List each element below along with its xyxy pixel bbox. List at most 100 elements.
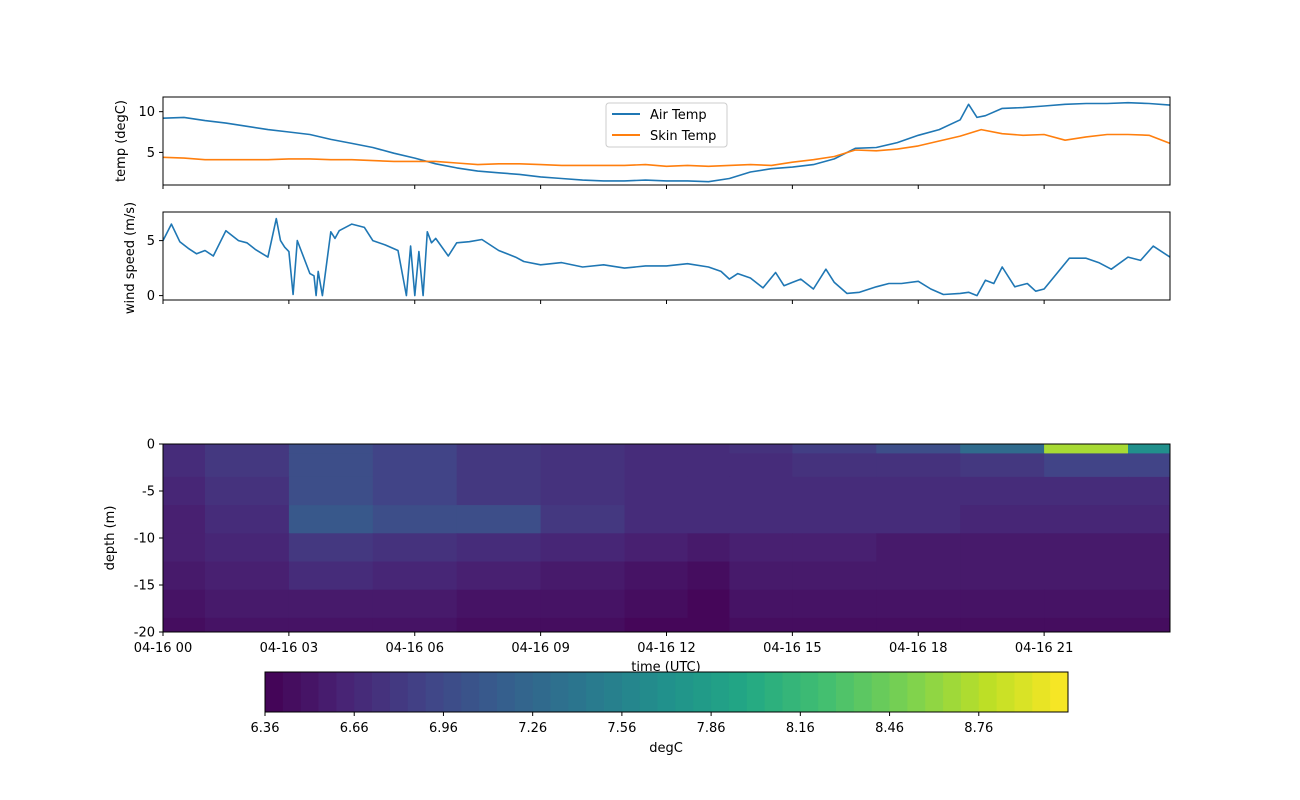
heatmap-cell [792,617,877,632]
heatmap-cell [729,476,793,506]
heatmap-cell [288,589,374,619]
heatmap-cell [456,589,542,619]
colorbar-swatch [853,672,873,712]
heatmap-y-axis-label: depth (m) [103,506,118,571]
heatmap-cell [687,476,731,506]
colorbar-swatch [407,672,426,712]
colorbar-swatch [978,672,998,712]
heatmap-cell [792,476,877,506]
colorbar-swatch [871,672,890,712]
heatmap-cell [792,444,877,454]
heatmap-cell [540,505,626,534]
colorbar-swatch [782,672,801,712]
x-tick-label: 04-16 09 [511,641,569,656]
colorbar-tick-label: 7.86 [697,721,726,736]
heatmap-cell [205,453,290,478]
heatmap-cell [372,561,458,591]
heatmap-cell [205,617,290,632]
colorbar-swatch [568,672,587,712]
x-tick-label: 04-16 03 [260,641,318,656]
y-tick-label: 10 [138,105,155,120]
heatmap-cell [1044,589,1129,619]
heatmap-cell [792,505,877,534]
heatmap-cell [372,617,458,632]
heatmap-cell [876,476,961,506]
heatmap-cell [876,561,961,591]
heatmap-cell [288,561,374,591]
colorbar-swatch [711,672,730,712]
colorbar-tick-label: 8.76 [964,721,993,736]
heatmap-cells [163,444,1170,632]
colorbar-swatch [318,672,337,712]
heatmap-cell [1044,617,1129,632]
colorbar-swatch [639,672,658,712]
colorbar-swatch [604,672,623,712]
colorbar-swatch [996,672,1015,712]
heatmap-cell [729,444,793,454]
y-tick-label: 5 [147,234,155,249]
heatmap-cell [1128,453,1170,478]
heatmap-cell [456,533,542,563]
heatmap-cell [372,476,458,506]
heatmap-cell [288,476,374,506]
heatmap-cell [288,444,374,454]
colorbar-swatch [889,672,908,712]
heatmap-cell [456,476,542,506]
heatmap-cell [372,505,458,534]
colorbar-swatch [1032,672,1051,712]
heatmap-cell [1044,476,1129,506]
heatmap-cell [288,453,374,478]
heatmap-cell [687,589,731,619]
colorbar-swatches [265,672,1069,712]
temp-panel: 5 10 temp (degC) Air Temp Skin Temp [114,96,1171,189]
colorbar-swatch [443,672,462,712]
heatmap-cell [624,505,688,534]
heatmap-cell [456,505,542,534]
heatmap-cell [205,476,290,506]
x-tick-label: 04-16 00 [134,641,192,656]
wind-y-axis-label: wind speed (m/s) [123,202,138,314]
heatmap-cell [729,589,793,619]
heatmap-cell [687,561,731,591]
colorbar-swatch [282,672,302,712]
heatmap-cell [288,505,374,534]
colorbar-tick-label: 8.46 [875,721,904,736]
colorbar-swatch [300,672,319,712]
heatmap-cell [540,453,626,478]
heatmap-cell [540,476,626,506]
heatmap-cell [163,453,206,478]
heatmap-cell [876,453,961,478]
colorbar-tick-label: 7.26 [518,721,547,736]
heatmap-cell [624,476,688,506]
heatmap-cell [624,561,688,591]
heatmap-cell [163,589,206,619]
colorbar-swatch [693,672,712,712]
colorbar-tick-label: 6.36 [251,721,280,736]
heatmap-cell [163,561,206,591]
heatmap-cell [1128,589,1170,619]
x-tick-label: 04-16 12 [637,641,695,656]
heatmap-cell [456,561,542,591]
legend-label-air-temp: Air Temp [650,108,707,123]
wind-y-ticks: 05 [147,234,163,304]
heatmap-cell [687,505,731,534]
heatmap-cell [624,444,688,454]
heatmap-cell [1128,505,1170,534]
colorbar-swatch [907,672,926,712]
depth-panel: 0-5-10-15-20 04-16 00 04-16 03 04-16 06 04-… [103,438,1171,675]
colorbar-swatch [960,672,980,712]
y-tick-label: 5 [147,146,155,161]
heatmap-cell [687,444,731,454]
heatmap-cell [876,533,961,563]
colorbar-swatch [621,672,641,712]
heatmap-cell [729,453,793,478]
temp-y-axis-label: temp (degC) [114,100,129,182]
y-tick-label: -15 [134,579,155,594]
heatmap-cell [372,533,458,563]
heatmap-cell [540,444,626,454]
x-tick-label: 04-16 15 [763,641,821,656]
heatmap-cell [624,617,688,632]
colorbar-swatch [336,672,355,712]
heatmap-cell [1044,505,1129,534]
